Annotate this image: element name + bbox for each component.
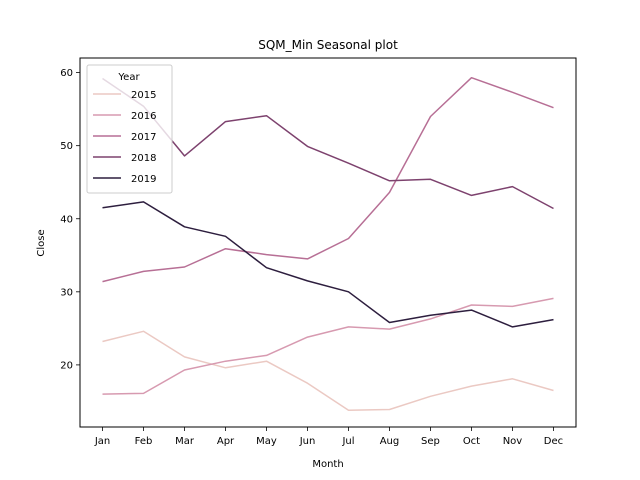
x-tick-label: Sep <box>421 436 440 447</box>
series-line-2015 <box>102 330 554 411</box>
y-axis-label: Close <box>36 229 47 256</box>
legend-label-2016: 2016 <box>131 111 156 122</box>
x-tick-label: Dec <box>544 436 563 447</box>
x-tick-label: Jun <box>299 436 316 447</box>
x-tick-label: Feb <box>135 436 153 447</box>
x-axis-label: Month <box>312 459 343 470</box>
plot-frame <box>79 57 577 428</box>
y-axis: 20 30 40 50 60 <box>60 68 80 371</box>
legend-box <box>86 64 173 194</box>
x-tick-label: Nov <box>503 436 523 447</box>
legend: Year 2015 2016 2017 2018 2019 <box>86 64 173 194</box>
y-tick-label: 50 <box>60 141 73 152</box>
legend-label-2019: 2019 <box>131 174 156 185</box>
legend-label-2017: 2017 <box>131 132 156 143</box>
y-tick-label: 20 <box>60 360 73 371</box>
series-line-2019 <box>102 201 554 328</box>
chart-title: SQM_Min Seasonal plot <box>258 38 398 52</box>
y-tick-label: 30 <box>60 287 73 298</box>
series-line-2017 <box>102 76 554 283</box>
y-tick-label: 60 <box>60 68 73 79</box>
legend-label-2015: 2015 <box>131 90 156 101</box>
x-tick-label: Apr <box>217 436 235 447</box>
legend-title: Year <box>117 72 140 83</box>
series-line-2016 <box>102 297 554 395</box>
plot-area <box>102 76 554 411</box>
x-axis: Jan Feb Mar Apr May Jun Jul Aug Sep Oct Nov Dec <box>94 427 563 447</box>
x-tick-label: Jul <box>341 436 354 447</box>
x-tick-label: Mar <box>175 436 195 447</box>
x-tick-label: May <box>256 436 277 447</box>
x-tick-label: Oct <box>463 436 480 447</box>
x-tick-label: Aug <box>380 436 400 447</box>
x-tick-label: Jan <box>94 436 110 447</box>
legend-label-2018: 2018 <box>131 153 156 164</box>
series-line-2018 <box>102 77 554 210</box>
y-tick-label: 40 <box>60 214 73 225</box>
